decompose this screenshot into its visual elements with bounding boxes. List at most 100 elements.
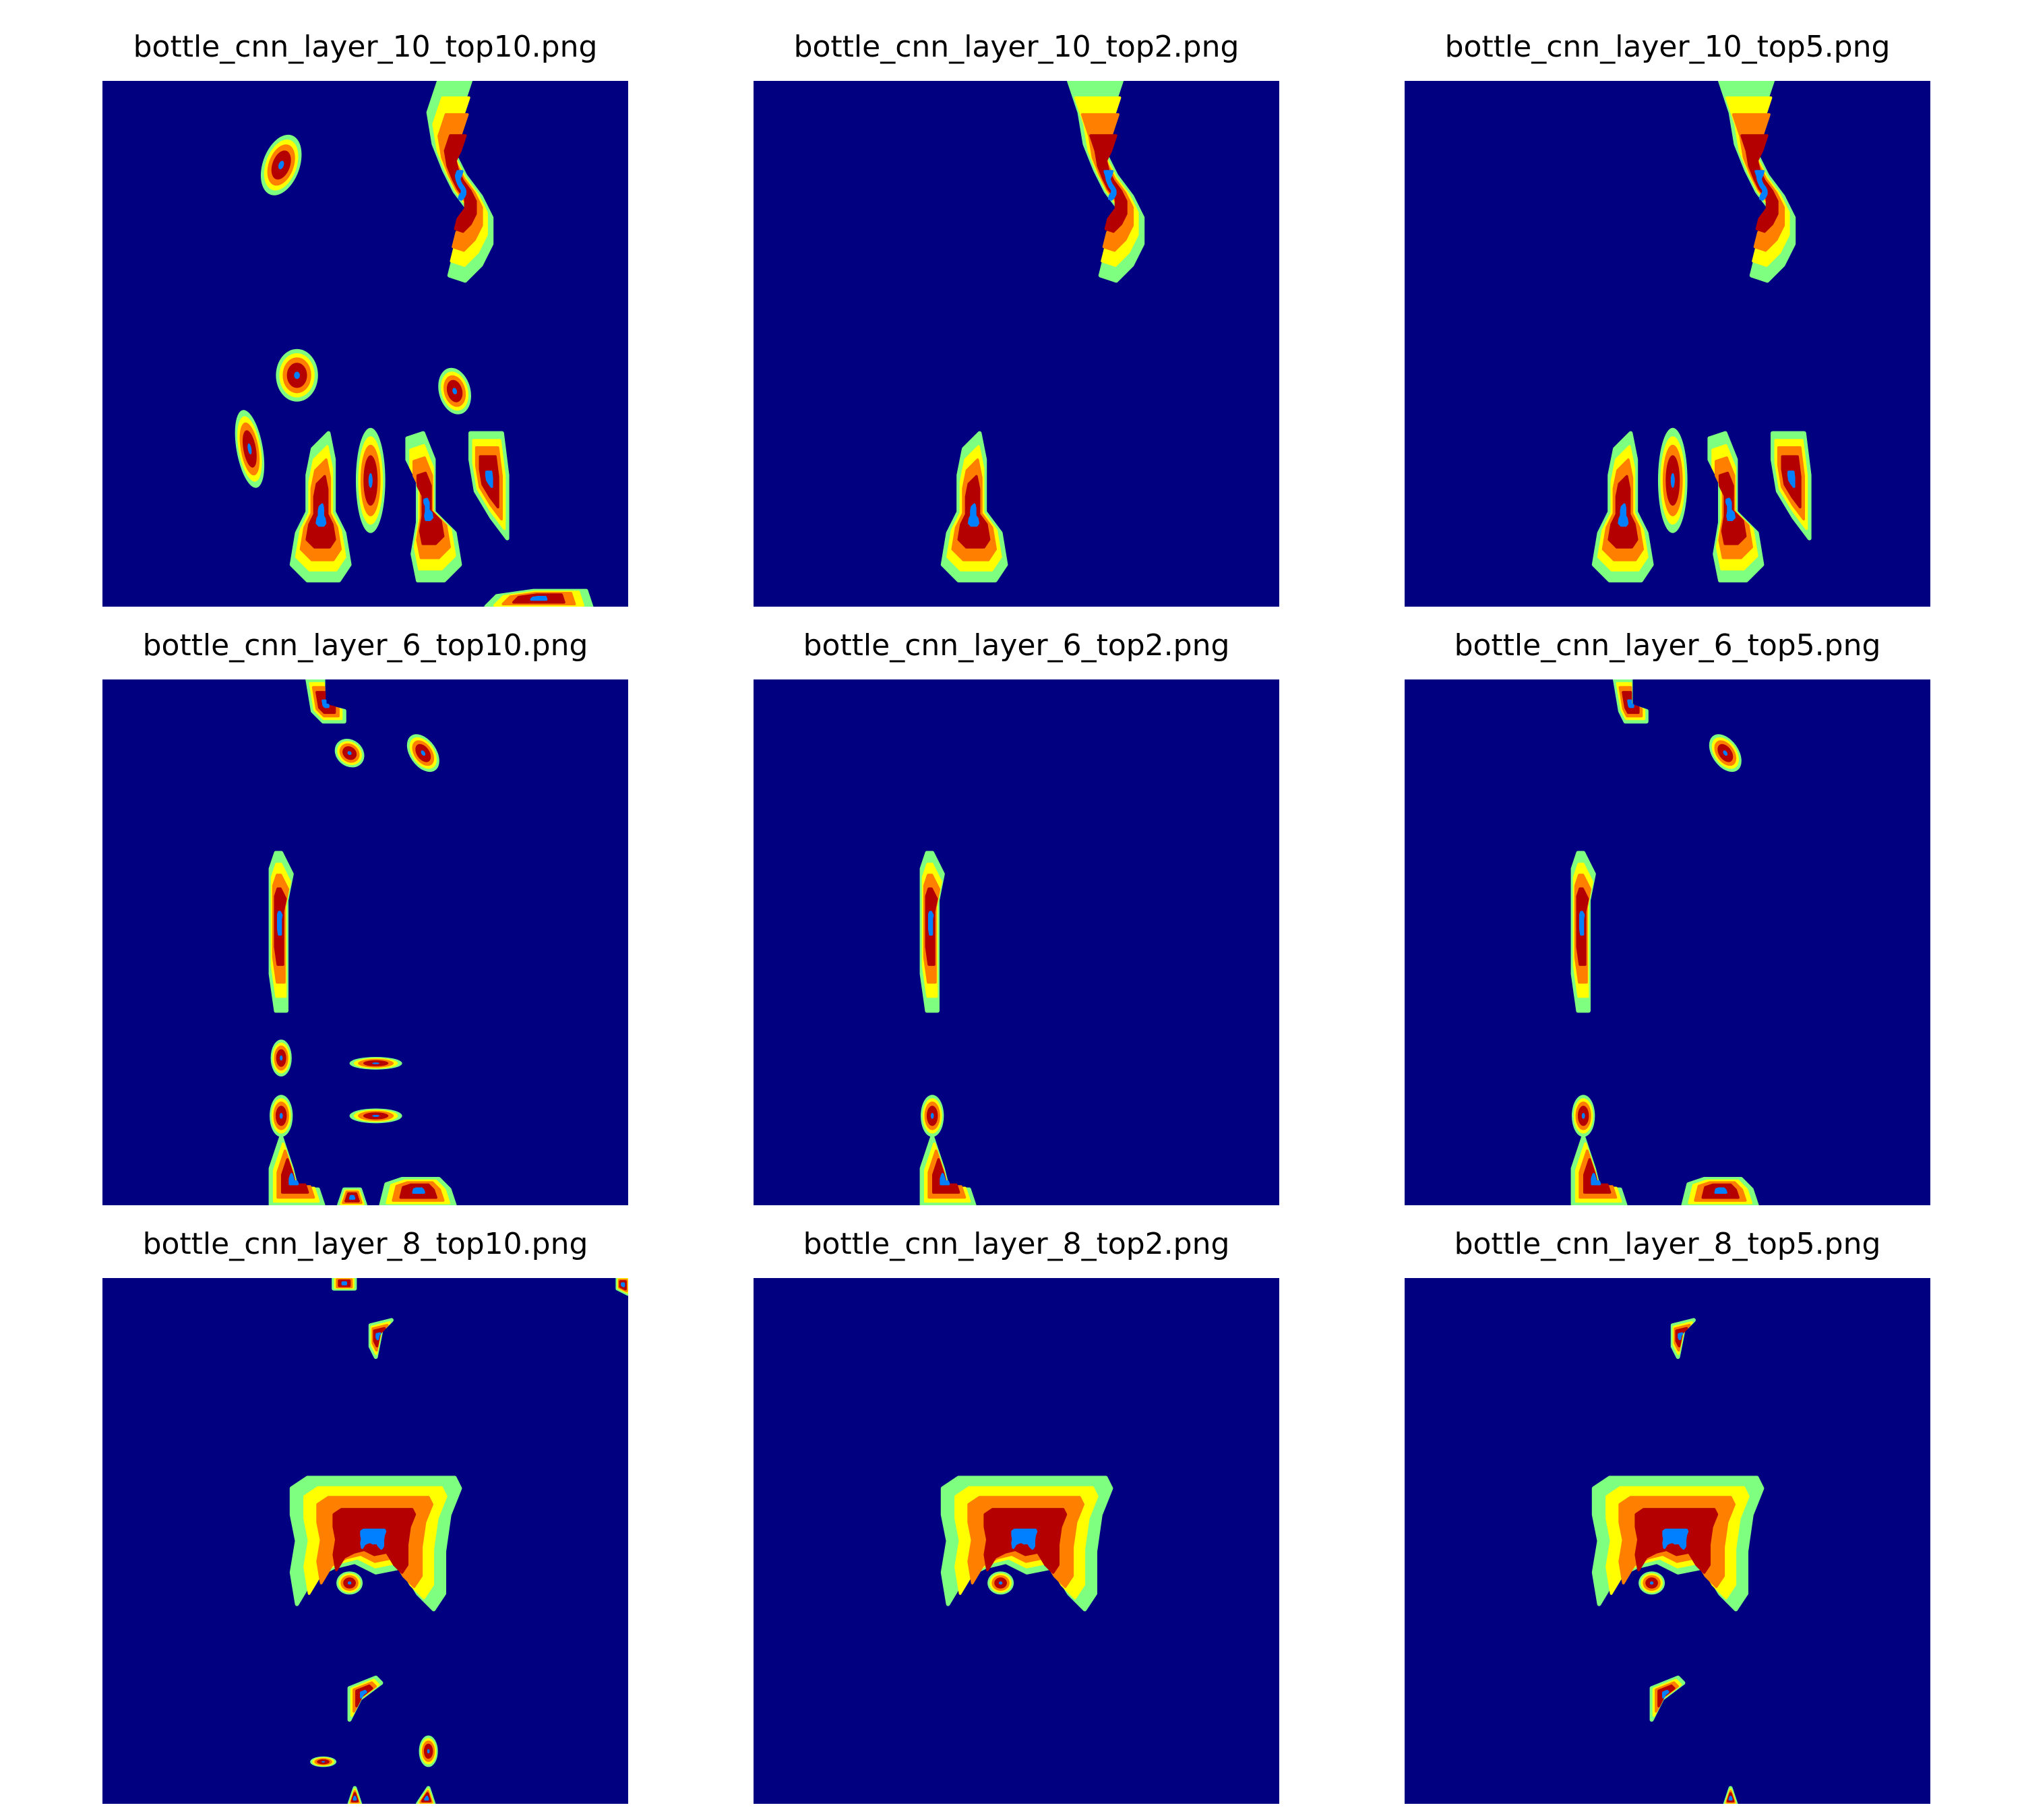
activation-blob — [1591, 1476, 1765, 1612]
activation-blob — [419, 1735, 438, 1767]
panel-title: bottle_cnn_layer_10_top5.png — [1444, 30, 1891, 64]
activation-blob — [921, 1095, 944, 1137]
blob-layer-4 — [1627, 699, 1634, 708]
activation-blob — [337, 1187, 367, 1205]
panel-title: bottle_cnn_layer_10_top2.png — [793, 30, 1239, 64]
panel-layer-6-top2: bottle_cnn_layer_6_top2.png — [754, 619, 1279, 1205]
activation-blob — [940, 431, 1008, 582]
activation-blob — [276, 348, 318, 402]
activation-blob — [289, 431, 352, 582]
activation-blob — [260, 134, 302, 195]
blob-layer-4 — [372, 1062, 380, 1064]
blob-layer-4 — [348, 1194, 356, 1200]
blob-layer-4 — [288, 1173, 299, 1186]
blob-layer-4 — [360, 1528, 387, 1550]
blob-layer-4 — [277, 911, 283, 936]
heatmap-image — [754, 1278, 1279, 1804]
blob-layer-4 — [1678, 1332, 1684, 1341]
heatmap-image — [102, 81, 628, 607]
blob-layer-4 — [1649, 1581, 1654, 1585]
blob-layer-3 — [416, 471, 445, 545]
activation-blob — [1613, 679, 1649, 724]
blob-layer-4 — [1670, 473, 1675, 488]
panel-title: bottle_cnn_layer_6_top10.png — [142, 628, 588, 663]
blob-layer-4 — [427, 1749, 430, 1754]
blob-layer-4 — [421, 750, 426, 756]
blob-layer-4 — [372, 1114, 380, 1117]
heatmap-background — [1405, 679, 1930, 1205]
activation-blob — [416, 1786, 436, 1804]
activation-blob — [305, 679, 346, 724]
activation-blob — [1723, 1786, 1738, 1804]
blob-layer-4 — [321, 1761, 326, 1763]
blob-layer-4 — [424, 1796, 429, 1801]
blob-layer-4 — [930, 1113, 934, 1119]
blob-layer-4 — [341, 1281, 347, 1285]
blob-layer-4 — [1723, 750, 1728, 756]
blob-layer-4 — [621, 1282, 625, 1287]
heatmap-image — [1405, 1278, 1930, 1804]
activation-blob — [615, 1278, 628, 1296]
panel-title: bottle_cnn_layer_10_top10.png — [133, 30, 598, 64]
blob-layer-4 — [1662, 1528, 1689, 1550]
activation-blob — [1591, 431, 1654, 582]
panel-layer-6-top10: bottle_cnn_layer_6_top10.png — [102, 619, 628, 1205]
activation-blob — [1718, 81, 1796, 283]
blob-layer-4 — [928, 911, 934, 936]
blob-layer-4 — [1725, 497, 1736, 521]
blob-layer-4 — [1103, 170, 1117, 201]
activation-blob — [355, 427, 386, 533]
blob-layer-4 — [1011, 1528, 1038, 1550]
heatmap-image — [102, 1278, 628, 1804]
blob-layer-4 — [279, 1113, 283, 1119]
panel-layer-6-top5: bottle_cnn_layer_6_top5.png — [1405, 619, 1930, 1205]
blob-layer-4 — [1714, 1187, 1727, 1194]
activation-blob — [1649, 1675, 1686, 1722]
blob-layer-4 — [1579, 911, 1585, 936]
activation-blob — [1707, 431, 1765, 582]
activation-blob — [1570, 851, 1596, 1013]
activation-blob — [1657, 427, 1688, 533]
blob-layer-4 — [452, 388, 458, 395]
activation-blob — [919, 1134, 977, 1205]
activation-blob — [1670, 1318, 1696, 1359]
blob-layer-4 — [321, 699, 330, 708]
heatmap-background — [102, 679, 628, 1205]
blob-layer-4 — [454, 170, 466, 201]
activation-blob — [405, 431, 462, 582]
blob-layer-3 — [1622, 691, 1640, 715]
panel-title: bottle_cnn_layer_8_top5.png — [1454, 1227, 1881, 1261]
activation-blob — [426, 81, 494, 283]
panel-layer-8-top2: bottle_cnn_layer_8_top2.png — [754, 1217, 1279, 1804]
blob-layer-4 — [347, 751, 352, 756]
activation-blob — [1681, 1177, 1759, 1205]
panel-title: bottle_cnn_layer_6_top5.png — [1454, 628, 1881, 663]
activation-blob — [379, 1177, 457, 1205]
blob-layer-4 — [412, 1187, 425, 1194]
activation-blob — [336, 1571, 363, 1595]
blob-layer-4 — [360, 1689, 367, 1699]
panel-layer-10-top2: bottle_cnn_layer_10_top2.png — [754, 20, 1279, 607]
activation-blob — [334, 739, 365, 768]
blob-layer-4 — [280, 1055, 283, 1061]
blob-layer-4 — [530, 596, 548, 601]
activation-blob — [268, 1134, 326, 1205]
blob-layer-4 — [1754, 170, 1768, 201]
heatmap-background — [754, 679, 1279, 1205]
activation-blob — [332, 1278, 357, 1291]
activation-blob — [484, 588, 594, 607]
activation-blob — [1638, 1571, 1665, 1595]
activation-blob — [1067, 81, 1145, 283]
blob-layer-3 — [315, 691, 336, 715]
activation-blob — [268, 851, 294, 1013]
blob-layer-4 — [294, 371, 300, 380]
blob-layer-4 — [368, 473, 373, 488]
blob-layer-4 — [1662, 1689, 1669, 1699]
activation-blob — [270, 1039, 292, 1076]
panel-layer-8-top5: bottle_cnn_layer_8_top5.png — [1405, 1217, 1930, 1804]
activation-blob — [1709, 734, 1742, 772]
activation-blob — [368, 1318, 394, 1359]
activation-blob — [235, 410, 265, 488]
heatmap-image — [754, 81, 1279, 607]
activation-blob — [1771, 431, 1812, 541]
